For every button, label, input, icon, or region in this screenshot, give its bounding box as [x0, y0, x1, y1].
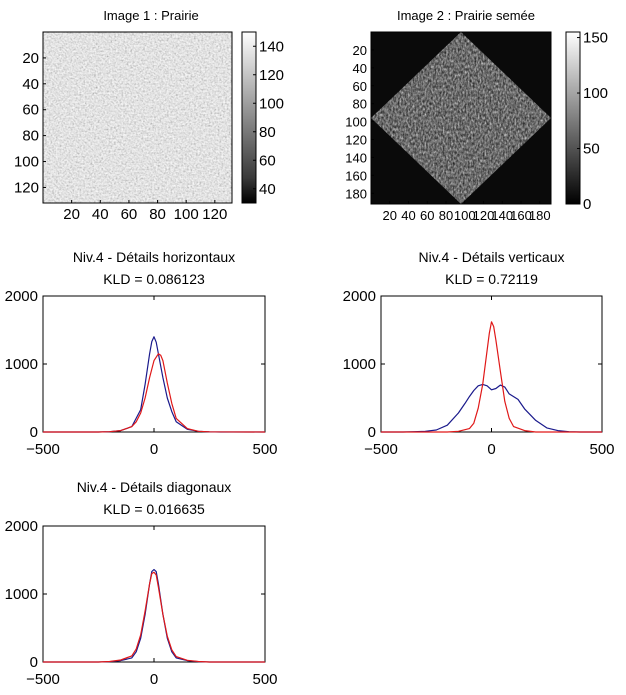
image-x-tick-label: 60 [121, 206, 138, 223]
image1-texture [43, 32, 232, 203]
image1-colorbar [241, 31, 257, 204]
image2-colorbar-ticks: 150 100 50 0 [577, 30, 608, 213]
image-y-tick-label: 160 [345, 168, 367, 183]
colorbar-tick-label: 100 [259, 95, 284, 112]
plot-y-tick-label: 2000 [5, 288, 38, 305]
plot-x-tick-label: −500 [26, 441, 60, 458]
colorbar-tick-label: 0 [583, 196, 591, 213]
plot-x-tick-label: 500 [252, 671, 277, 688]
colorbar-tick-label: 120 [259, 67, 284, 84]
image1-x-ticks: 20 40 60 80 100 120 [63, 200, 227, 223]
plot-title: Niv.4 - Détails horizontaux [73, 249, 235, 265]
plot-title: Niv.4 - Détails verticaux [418, 249, 564, 265]
hist-vertical-plot: Niv.4 - Détails verticaux KLD = 0.72119 0 1… [343, 249, 615, 458]
image-x-tick-label: 80 [439, 208, 453, 223]
plot-axes-box [380, 295, 603, 433]
colorbar-tick-label: 100 [583, 85, 608, 102]
plot-title: Niv.4 - Détails diagonaux [77, 479, 232, 495]
plot-x-tick-label: −500 [364, 441, 398, 458]
series-line-red [381, 321, 602, 433]
image2-colorbar [565, 31, 581, 205]
image1-colorbar-ticks: 140 120 100 80 60 40 [253, 38, 284, 198]
image-y-tick-label: 60 [22, 102, 39, 119]
plot-subtitle: KLD = 0.086123 [103, 271, 205, 287]
hist-diagonal-plot: Niv.4 - Détails diagonaux KLD = 0.016635 0… [5, 479, 278, 688]
plot-subtitle: KLD = 0.72119 [445, 271, 538, 287]
image2-y-ticks: 20 40 60 80 100 120 140 160 180 [345, 43, 374, 201]
plot-y-tick-label: 1000 [5, 586, 38, 603]
series-line-red [43, 353, 266, 433]
image1-y-ticks: 20 40 60 80 100 120 [14, 50, 46, 196]
colorbar-tick-label: 140 [259, 38, 284, 55]
image2-title: Image 2 : Prairie semée [397, 8, 535, 23]
image-x-tick-label: 160 [510, 208, 532, 223]
image-x-tick-label: 180 [529, 208, 551, 223]
plot-x-tick-label: 0 [150, 671, 158, 688]
image-y-tick-label: 100 [345, 115, 367, 130]
plot-y-tick-label: 1000 [5, 356, 38, 373]
image-y-tick-label: 120 [345, 133, 367, 148]
image1-frame [42, 31, 233, 204]
plot-axes-box [42, 525, 266, 663]
plot-x-tick-label: 0 [150, 441, 158, 458]
plot-y-tick-label: 2000 [5, 518, 38, 535]
image-x-tick-label: 40 [92, 206, 109, 223]
image-y-tick-label: 20 [353, 43, 367, 58]
image-y-tick-label: 80 [22, 128, 39, 145]
series-line-blue [43, 568, 265, 663]
plot-y-tick-label: 0 [30, 424, 38, 441]
image-y-tick-label: 40 [353, 61, 367, 76]
image-y-tick-label: 180 [345, 186, 367, 201]
image2-frame [370, 31, 552, 205]
hist-horizontal-plot: Niv.4 - Détails horizontaux KLD = 0.08612… [5, 249, 278, 458]
image-y-tick-label: 120 [14, 179, 39, 196]
plot-x-tick-label: −500 [26, 671, 60, 688]
plot-y-tick-label: 0 [30, 654, 38, 671]
image-x-tick-label: 100 [174, 206, 199, 223]
image-y-tick-label: 20 [22, 50, 39, 67]
plot-y-tick-label: 0 [368, 424, 376, 441]
plot-y-tick-label: 2000 [343, 288, 376, 305]
colorbar-tick-label: 40 [259, 181, 276, 198]
image-y-tick-label: 100 [14, 154, 39, 171]
plot-x-tick-label: 500 [589, 441, 614, 458]
image-x-tick-label: 80 [149, 206, 166, 223]
colorbar-tick-label: 150 [583, 30, 608, 47]
image-x-tick-label: 20 [63, 206, 80, 223]
plot-x-tick-label: 0 [487, 441, 495, 458]
image-x-tick-label: 20 [383, 208, 397, 223]
image-y-tick-label: 60 [353, 79, 367, 94]
image-x-tick-label: 120 [202, 206, 227, 223]
image-x-tick-label: 40 [401, 208, 415, 223]
series-line-red [43, 571, 265, 663]
colorbar-tick-label: 80 [259, 124, 276, 141]
series-line-blue [381, 383, 602, 433]
image-x-tick-label: 100 [454, 208, 476, 223]
image1-title: Image 1 : Prairie [103, 8, 198, 23]
image-y-tick-label: 40 [22, 76, 39, 93]
plot-y-tick-label: 1000 [343, 356, 376, 373]
image-x-tick-label: 120 [473, 208, 495, 223]
plot-x-tick-label: 500 [252, 441, 277, 458]
colorbar-tick-label: 60 [259, 152, 276, 169]
image-y-tick-label: 80 [353, 97, 367, 112]
image-x-tick-label: 140 [491, 208, 513, 223]
plot-subtitle: KLD = 0.016635 [103, 501, 205, 517]
colorbar-tick-label: 50 [583, 141, 600, 158]
image-x-tick-label: 60 [420, 208, 434, 223]
image-y-tick-label: 140 [345, 150, 367, 165]
plot-axes-box [42, 295, 266, 433]
